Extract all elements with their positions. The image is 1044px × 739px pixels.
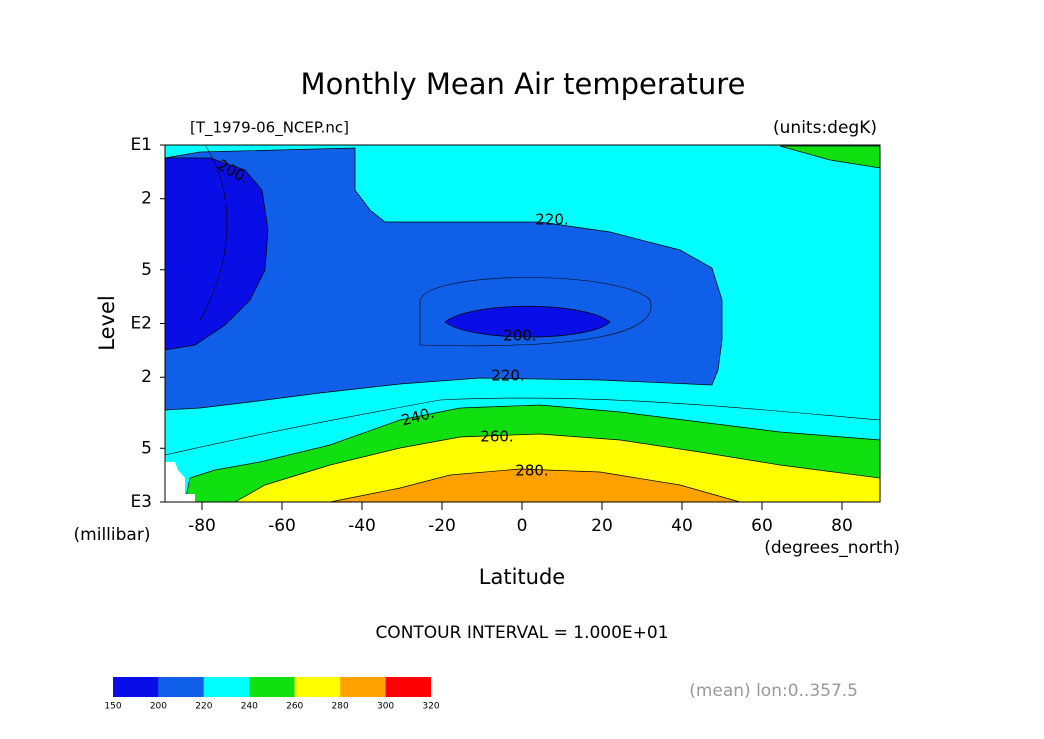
colorbar-swatch <box>340 677 386 697</box>
x-axis-label: Latitude <box>479 565 565 589</box>
units-label: (units:degK) <box>773 118 877 138</box>
x-tick-label: -60 <box>268 516 296 536</box>
y-tick-label: 2 <box>141 367 152 387</box>
y-tick-label: E3 <box>130 492 152 512</box>
contour-label: 220. <box>535 211 568 229</box>
x-units: (degrees_north) <box>764 538 900 558</box>
footnote: CONTOUR INTERVAL = 1.000E+01 <box>375 623 668 643</box>
colorbar-label: 280 <box>332 702 349 712</box>
y-tick-label: 2 <box>141 189 152 209</box>
colorbar-label: 240 <box>241 702 258 712</box>
subtitle: [T_1979-06_NCEP.nc] <box>190 119 349 138</box>
contour-label: 200. <box>503 327 536 345</box>
colorbar-label: 300 <box>377 702 394 712</box>
colorbar-swatch <box>203 677 250 697</box>
colorbar-label: 200 <box>150 702 167 712</box>
missing-data <box>165 462 195 502</box>
colorbar-label: 320 <box>422 702 439 712</box>
contour-region <box>164 147 723 411</box>
y-units: (millibar) <box>74 525 151 545</box>
x-tick-label: 80 <box>831 516 853 536</box>
contour-label: 220. <box>491 367 524 385</box>
colorbar-label: 150 <box>104 702 121 712</box>
colorbar-swatch <box>113 677 159 697</box>
x-tick-label: 40 <box>671 516 693 536</box>
x-tick-label: 0 <box>517 516 528 536</box>
x-tick-label: -40 <box>348 516 376 536</box>
chart-title: Monthly Mean Air temperature <box>301 67 746 101</box>
contour-region <box>444 305 611 338</box>
x-tick-label: -80 <box>188 516 216 536</box>
contour-region <box>329 468 741 503</box>
colorbar-swatch <box>158 677 204 697</box>
contour-line <box>164 144 881 456</box>
x-tick-label: 60 <box>751 516 773 536</box>
y-tick-label: 5 <box>141 260 152 280</box>
x-tick-label: 20 <box>591 516 613 536</box>
colorbar-swatch <box>385 677 431 697</box>
y-tick-label: 5 <box>141 438 152 458</box>
colorbar-swatch <box>249 677 295 697</box>
contour-label: 280. <box>515 462 548 480</box>
contour-label: 260. <box>480 428 513 446</box>
plot-area: 200. 220. 200. 220. 240. 260. 280. <box>164 144 881 503</box>
y-tick-label: E2 <box>130 314 152 334</box>
annotation: (mean) lon:0..357.5 <box>689 681 858 701</box>
colorbar-label: 220 <box>195 702 212 712</box>
y-tick-label: E1 <box>130 135 152 155</box>
x-tick-label: -20 <box>428 516 456 536</box>
colorbar-swatch <box>294 677 341 697</box>
colorbar-label: 260 <box>286 702 303 712</box>
y-axis-label: Level <box>95 295 119 350</box>
contour-region <box>164 157 269 351</box>
